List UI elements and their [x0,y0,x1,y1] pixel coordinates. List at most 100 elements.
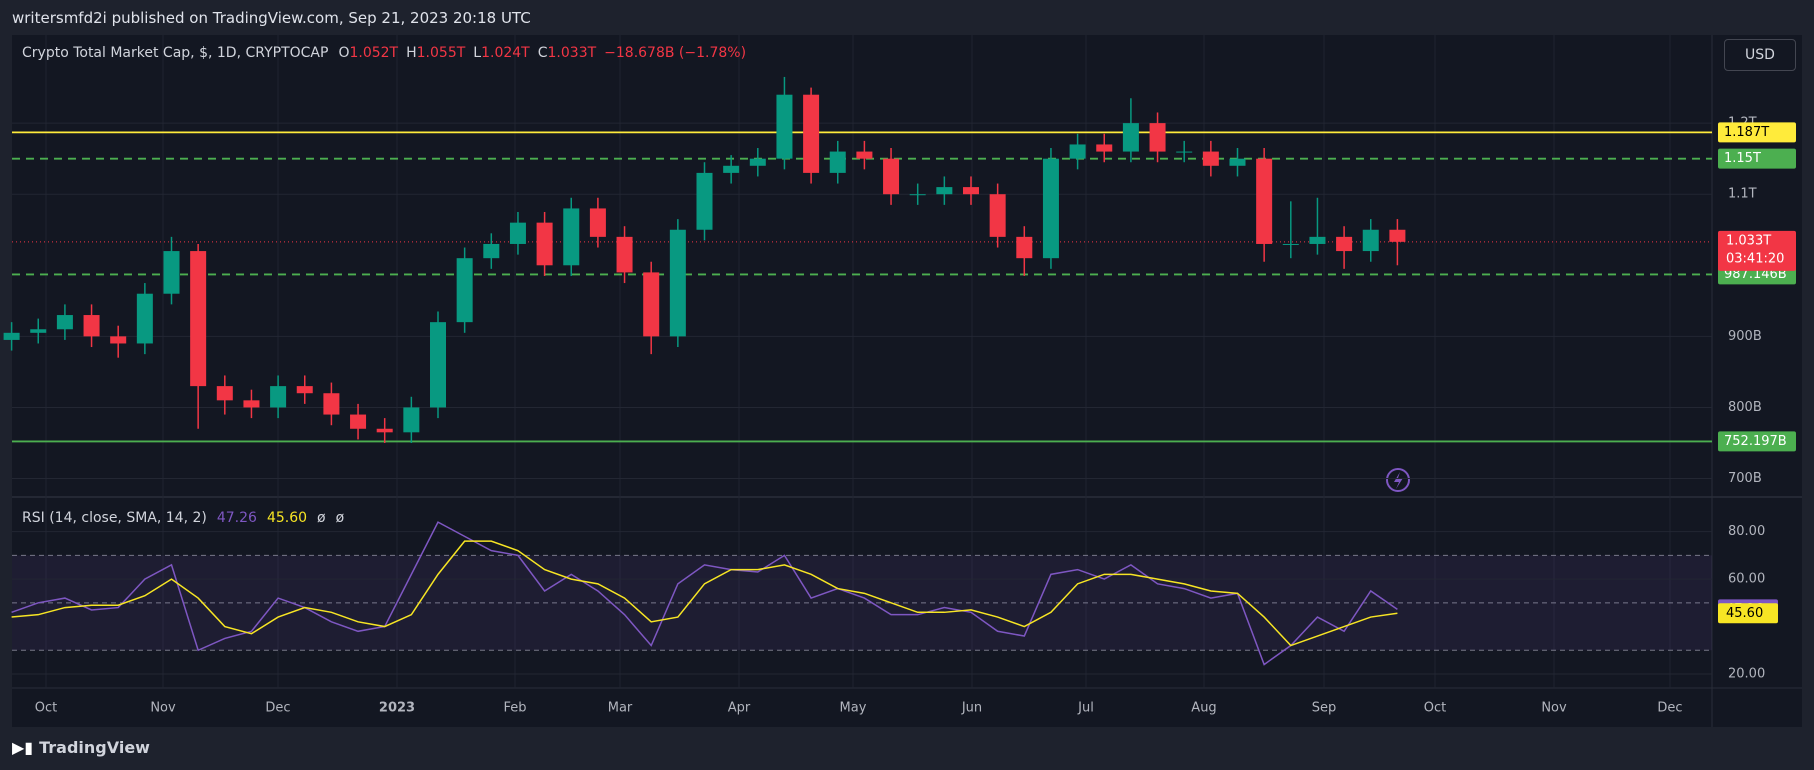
x-tick-label: Jun [961,701,982,716]
rsi-line [11,540,1398,647]
candle-body [3,332,20,340]
y-tick-label: 60.00 [1728,572,1765,587]
candle-body [883,158,900,195]
y-tick-label: 700B [1728,471,1762,486]
candle-body [936,187,953,195]
change-value: −18.678B (−1.78%) [604,45,747,61]
candle-body [1096,144,1113,152]
candle-body [1016,236,1033,259]
x-tick-label: 2023 [379,701,415,716]
candle-body [110,336,127,344]
level-badge-label: 1.187T [1724,125,1769,140]
x-tick-label: Dec [1657,701,1682,716]
candle-body [430,322,446,408]
currency-button[interactable]: USD [1724,39,1796,71]
candle-body [909,194,926,196]
x-tick-label: Apr [728,701,751,716]
candle-body [1202,151,1219,166]
level-badge [1718,148,1796,169]
ohlc-key: L [473,45,482,61]
candle-body [749,158,766,166]
countdown-label: 03:41:20 [1726,251,1784,266]
x-tick-label: Jul [1077,701,1094,716]
x-tick-label: Oct [1424,701,1446,716]
brand-text: TradingView [39,738,150,757]
value-badge [1718,603,1778,624]
candle-body [83,315,100,337]
candle-body [589,208,606,237]
ohlc-legend: Crypto Total Market Cap, $, 1D, CRYPTOCA… [22,45,746,61]
ohlc-key: H [406,45,417,61]
candle-body [963,187,979,195]
ohlc-key: O [338,45,350,61]
x-tick-label: Aug [1191,701,1216,716]
candle-body [643,272,660,337]
candle-body [1256,158,1273,244]
rsi-legend-extra: ø [317,510,326,526]
candle-body [1149,123,1166,152]
ohlc-value: 1.055T [416,45,466,61]
candle-body [829,151,846,173]
candle-body [1336,236,1353,252]
candle-body [1309,236,1326,244]
candle-body [376,428,393,433]
candle-body [563,208,580,266]
candle-body [483,243,500,259]
candle-body [803,94,820,173]
rsi-legend-value: 45.60 [266,510,308,526]
candle-body [696,172,713,230]
candle-body [216,386,233,401]
candle-body [403,407,420,433]
x-tick-label: Mar [608,701,633,716]
rsi-title: RSI (14, close, SMA, 14, 2) [22,510,207,526]
y-tick-label: 20.00 [1728,667,1765,682]
ohlc-key: C [537,45,548,61]
y-tick-label: 80.00 [1728,524,1765,539]
logo: ▶▮ [12,738,34,757]
publisher-line: writersmfd2i published on TradingView.co… [12,9,531,27]
rsi-legend-value: 47.26 [216,510,257,526]
candle-body [509,222,526,244]
rsi-legend-extra: ø [335,510,345,526]
candle-body [296,386,313,394]
level-badge [1718,122,1796,143]
x-tick-label: May [840,701,867,716]
ohlc-value: 1.052T [349,45,399,61]
candle-body [456,258,473,323]
y-tick-label: 900B [1728,329,1762,344]
candle-body [136,293,153,344]
candle-body [323,393,340,415]
candle-body [1122,123,1139,152]
chart-bg [12,35,1802,727]
lightning-icon[interactable] [1386,468,1410,492]
candle-body [616,236,633,273]
candle-body [856,151,873,159]
last-price-label: 1.033T [1726,233,1771,248]
last-price-badge [1718,230,1796,271]
candle-body [1389,229,1406,242]
candle-body [1362,229,1379,252]
value-badge-label: 45.60 [1726,606,1763,621]
candle-body [1069,144,1086,159]
candle-body [243,400,260,408]
candle-body [669,229,686,337]
level-badge-label: 1.15T [1724,151,1761,166]
x-tick-label: Oct [35,701,57,716]
candle-body [56,315,73,330]
candle-body [1229,158,1246,166]
level-badge [1718,431,1796,452]
candle-body [190,251,207,387]
candle-body [270,386,287,408]
x-tick-label: Dec [265,701,290,716]
candle-body [989,194,1006,237]
ohlc-value: 1.024T [481,45,530,61]
candle-body [30,329,47,333]
candle-body [163,251,180,294]
footer-brand: ▶▮ TradingView [12,738,150,757]
symbol-title: Crypto Total Market Cap, $, 1D, CRYPTOCA… [22,45,329,61]
level-badge-label: 752.197B [1724,434,1787,449]
candle-body [1042,158,1059,259]
y-tick-label: 800B [1728,400,1762,415]
